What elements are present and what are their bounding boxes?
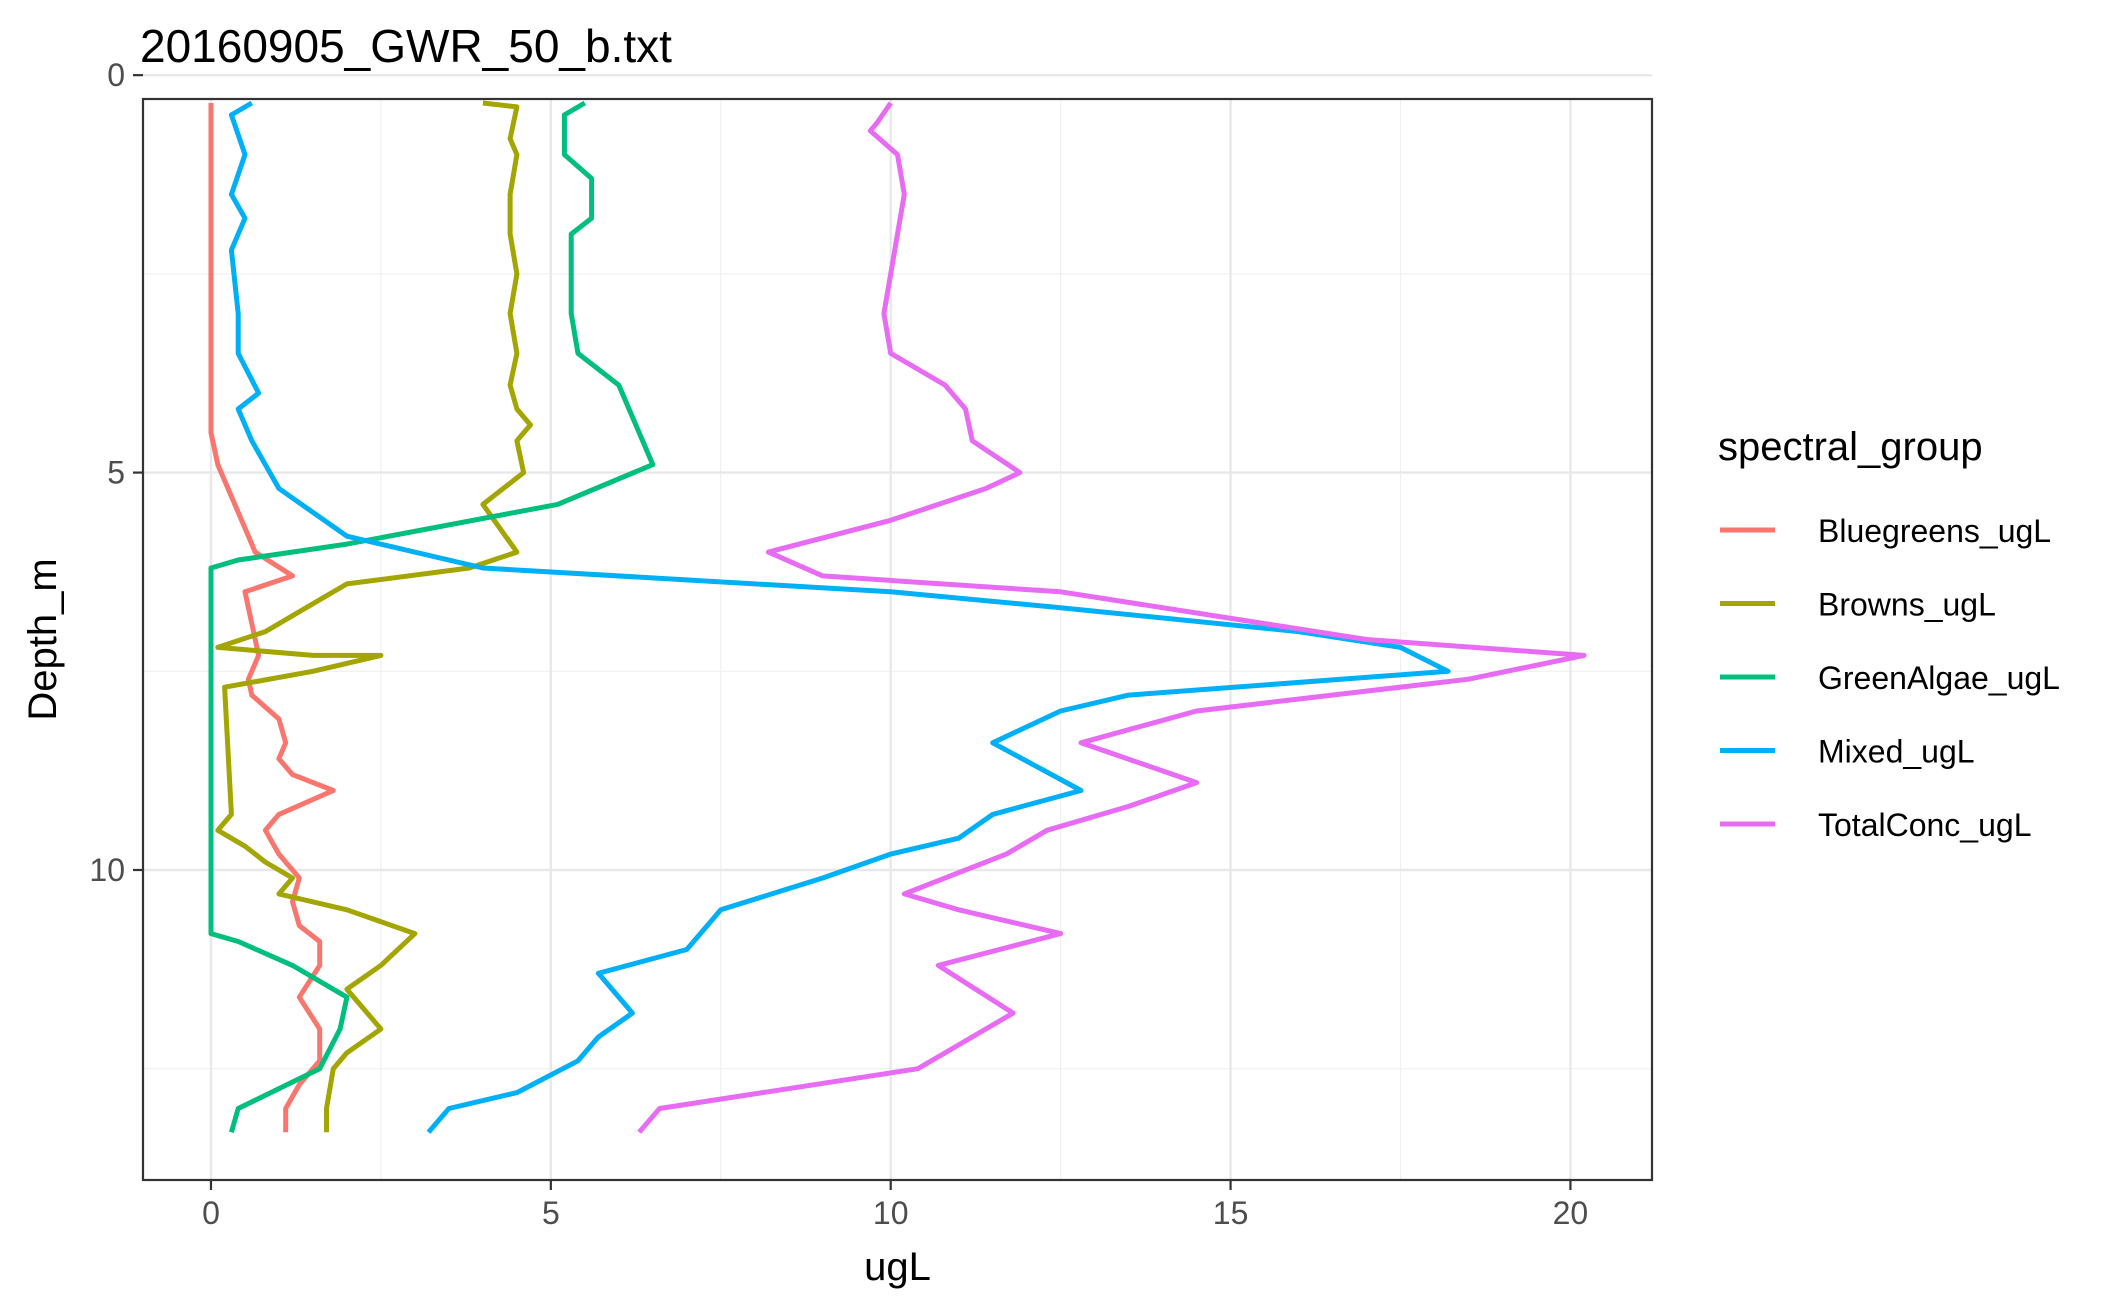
series-line-Mixed_ugL — [228, 100, 1451, 1134]
legend-items: Bluegreens_ugL Browns_ugL GreenAlgae_ugL Mi… — [1720, 513, 2060, 843]
series-line-Browns_ugL — [215, 100, 533, 1133]
y-axis: 0 5 10 — [89, 57, 143, 888]
y-tick-label: 0 — [107, 57, 125, 93]
series-lines — [208, 100, 1587, 1134]
y-tick-label: 10 — [89, 852, 125, 888]
legend-title: spectral_group — [1718, 425, 1983, 469]
x-axis-title: ugL — [864, 1245, 931, 1289]
x-tick-label: 0 — [202, 1195, 220, 1231]
y-axis-title: Depth_m — [21, 558, 65, 720]
series-line-GreenAlgae_ugL — [208, 100, 656, 1133]
y-tick-label: 5 — [107, 455, 125, 491]
legend-label-Bluegreens_ugL: Bluegreens_ugL — [1818, 513, 2051, 549]
x-tick-label: 15 — [1213, 1195, 1249, 1231]
grid-minor — [143, 99, 1652, 1180]
series-line-Bluegreens_ugL — [208, 103, 336, 1133]
legend-label-GreenAlgae_ugL: GreenAlgae_ugL — [1818, 660, 2060, 696]
legend-label-Mixed_ugL: Mixed_ugL — [1818, 734, 1975, 770]
legend: spectral_group Bluegreens_ugL Browns_ugL G… — [1718, 425, 2060, 843]
legend-label-Browns_ugL: Browns_ugL — [1818, 587, 1996, 623]
plot-border — [141, 97, 1654, 1182]
x-tick-label: 20 — [1553, 1195, 1589, 1231]
series-line-TotalConc_ugL — [637, 101, 1587, 1134]
x-tick-label: 10 — [873, 1195, 909, 1231]
legend-label-TotalConc_ugL: TotalConc_ugL — [1818, 807, 2031, 843]
x-tick-label: 5 — [542, 1195, 560, 1231]
chart-title: 20160905_GWR_50_b.txt — [140, 20, 672, 72]
x-axis: 0 5 10 15 20 — [202, 1180, 1588, 1231]
